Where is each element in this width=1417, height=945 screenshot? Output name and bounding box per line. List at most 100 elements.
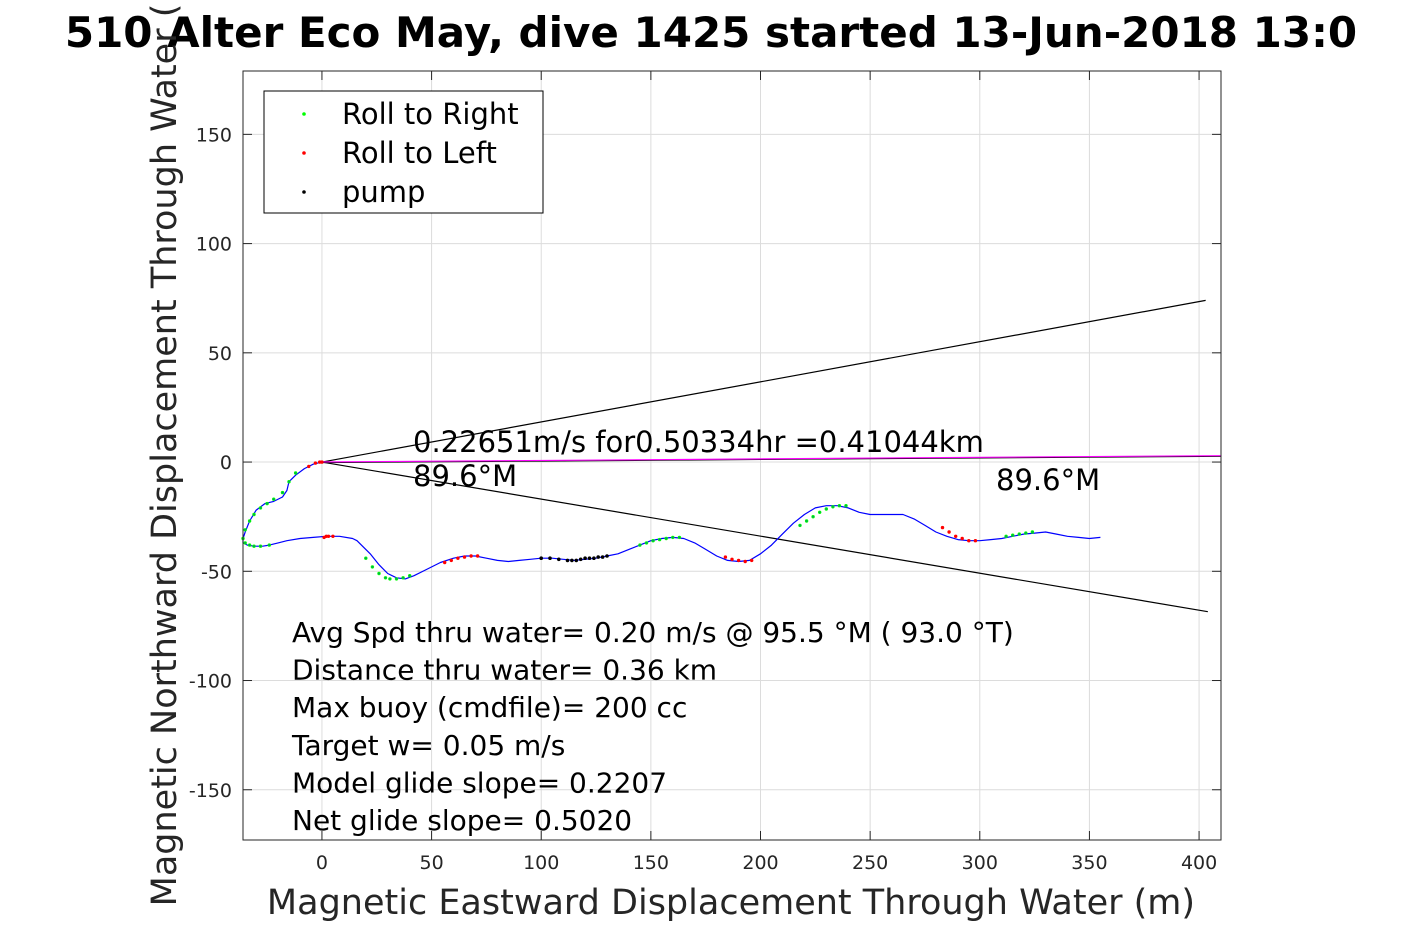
roll-left-point xyxy=(736,558,741,563)
legend-label: Roll to Right xyxy=(342,97,519,131)
roll-right-point-center xyxy=(672,536,674,539)
roll-right-point-center xyxy=(1031,531,1034,533)
pump-point xyxy=(578,557,583,562)
roll-left-point xyxy=(307,464,311,469)
legend: Roll to Right Roll to Left pump xyxy=(263,90,544,214)
roll-right-point-center xyxy=(384,577,387,579)
roll-right-point-center xyxy=(253,513,255,516)
pump-point xyxy=(605,554,609,558)
x-axis-label: Magnetic Eastward Displacement Through W… xyxy=(267,883,1195,923)
x-tick-label: 250 xyxy=(852,852,888,874)
cone-lower-line xyxy=(321,461,1208,613)
roll-right-point-center xyxy=(799,524,801,527)
roll-left-point xyxy=(750,558,754,563)
roll-right-point-center xyxy=(389,578,391,580)
pump-point xyxy=(557,557,561,562)
pump-point xyxy=(565,558,570,563)
stat-line: Max buoy (cmdfile)= 200 cc xyxy=(292,691,687,724)
roll-right-point-center xyxy=(259,545,262,547)
roll-left-point xyxy=(475,554,480,558)
roll-right-point-center xyxy=(652,539,654,542)
stat-line: Model glide slope= 0.2207 xyxy=(292,766,667,799)
stat-line: Avg Spd thru water= 0.20 m/s @ 95.5 °M (… xyxy=(292,616,1014,649)
stat-line: Distance thru water= 0.36 km xyxy=(292,654,717,687)
y-tick-label: 0 xyxy=(220,452,232,474)
x-tick-label: 0 xyxy=(316,852,328,874)
annotations: 0.22651m/s for0.50334hr =0.41044km 89.6°… xyxy=(413,425,1100,497)
roll-right-point-center xyxy=(248,544,251,546)
roll-left-point xyxy=(326,534,331,538)
legend-marker xyxy=(302,190,306,194)
roll-left-point xyxy=(456,556,460,560)
pump-point xyxy=(574,558,579,563)
roll-right-point-center xyxy=(248,520,251,522)
heading-line-shadow xyxy=(321,456,1222,464)
y-tick-label: 100 xyxy=(196,234,232,256)
roll-right-point-center xyxy=(1018,533,1021,535)
roll-right-point-center xyxy=(272,498,275,501)
roll-left-point xyxy=(449,558,453,563)
roll-right-point-center xyxy=(408,574,411,577)
roll-left-point xyxy=(940,525,945,530)
roll-right-point-center xyxy=(371,566,374,568)
pump-point xyxy=(600,555,605,559)
ticks: 0 50 100 150 200 250 300 350 400 -150 -100 -50 0 50 10… xyxy=(189,71,1221,874)
chart-title: 510 Alter Eco May, dive 1425 started 13-… xyxy=(65,8,1357,57)
roll-left-point xyxy=(469,554,473,558)
roll-left-point xyxy=(462,555,467,559)
roll-right-point-center xyxy=(838,504,841,507)
grid xyxy=(243,71,1221,840)
roll-right-point-center xyxy=(244,529,246,531)
heading-annotation-near: 89.6°M xyxy=(413,459,517,493)
legend-label: pump xyxy=(342,175,425,209)
speed-annotation: 0.22651m/s for0.50334hr =0.41044km xyxy=(413,425,984,459)
roll-left-point xyxy=(730,557,734,561)
roll-right-point-center xyxy=(288,480,290,483)
roll-right-point-center xyxy=(402,577,404,579)
x-tick-label: 50 xyxy=(419,852,443,874)
roll-right-point-center xyxy=(1005,535,1007,538)
roll-right-point-center xyxy=(818,511,821,514)
x-tick-label: 150 xyxy=(633,852,669,874)
roll-right-point-center xyxy=(395,578,398,580)
roll-right-point-center xyxy=(259,507,262,509)
x-tick-label: 100 xyxy=(523,852,559,874)
roll-right-point-center xyxy=(658,538,661,541)
roll-right-point-center xyxy=(812,515,814,518)
heading-line xyxy=(321,455,1222,463)
roll-left-point xyxy=(723,555,728,559)
roll-left-point xyxy=(443,560,447,565)
x-tick-label: 200 xyxy=(742,852,778,874)
pump-point xyxy=(596,555,600,559)
roll-right-point-center xyxy=(281,491,284,494)
roll-left-point xyxy=(331,534,335,538)
cone-upper-line xyxy=(321,299,1206,463)
y-tick-label: -150 xyxy=(189,780,232,802)
pump-point xyxy=(583,556,587,560)
roll-left-point xyxy=(967,539,971,543)
roll-right-point-center xyxy=(253,545,255,547)
pump-point xyxy=(539,556,543,560)
roll-left-point xyxy=(947,530,951,534)
legend-marker xyxy=(302,151,306,155)
roll-right-point-center xyxy=(845,504,847,507)
roll-right-point-center xyxy=(268,544,271,546)
roll-right-point-center xyxy=(665,537,667,540)
roll-right-point-center xyxy=(1011,534,1014,536)
roll-left-point xyxy=(313,461,318,465)
roll-right-point-center xyxy=(678,536,681,539)
roll-right-point-center xyxy=(244,542,246,544)
axes-frame xyxy=(242,70,1222,841)
heading-annotation-far: 89.6°M xyxy=(996,463,1100,497)
roll-left-point xyxy=(743,559,747,564)
roll-left-point xyxy=(960,536,964,541)
y-tick-label: 50 xyxy=(208,343,232,365)
pump-point xyxy=(570,558,574,563)
roll-right-point-center xyxy=(805,520,808,522)
roll-right-point-center xyxy=(645,542,648,544)
roll-right-point-center xyxy=(294,472,297,474)
roll-right-point-center xyxy=(825,508,828,510)
pump-point xyxy=(592,556,596,560)
x-tick-label: 350 xyxy=(1071,852,1107,874)
